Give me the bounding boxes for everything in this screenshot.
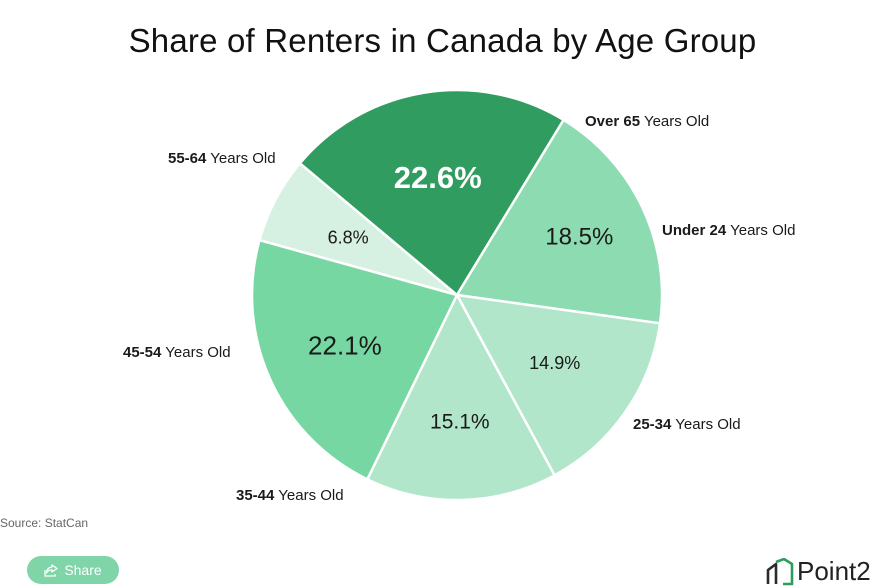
slice-value-label-25-34: 22.6% — [394, 160, 482, 195]
share-button-label: Share — [64, 562, 102, 578]
slice-category-label-35-44: 35-44 Years Old — [236, 487, 344, 504]
pie-slices — [250, 88, 664, 502]
pie-category-labels: Under 24 Years Old 25-34 Years Old 35-44 Y… — [123, 113, 795, 504]
brand-name: Point2 — [797, 556, 871, 586]
share-button[interactable]: Share — [27, 556, 119, 584]
chart-title: Share of Renters in Canada by Age Group — [128, 22, 757, 59]
pie-slice-35-44[interactable] — [455, 118, 664, 325]
house-logo-icon — [766, 557, 794, 585]
pie-slice-55-64[interactable] — [366, 293, 556, 502]
pie-value-labels: 6.8% 22.6% 18.5% 14.9% 15.1% 22.1% — [308, 160, 613, 433]
slice-category-label-over-65: Over 65 Years Old — [585, 113, 709, 130]
pie-slice-25-34[interactable] — [298, 88, 565, 297]
slice-value-label-over-65: 22.1% — [308, 331, 382, 361]
slice-value-label-55-64: 15.1% — [430, 411, 490, 434]
share-icon — [44, 563, 58, 577]
slice-value-label-35-44: 18.5% — [545, 224, 613, 251]
slice-value-label-45-54: 14.9% — [529, 353, 580, 373]
pie-slice-over-65[interactable] — [250, 238, 459, 481]
pie-slice-45-54[interactable] — [455, 293, 662, 477]
slice-value-label-under-24: 6.8% — [328, 228, 369, 248]
slice-category-label-25-34: 25-34 Years Old — [633, 416, 741, 433]
brand-logo[interactable]: Point2 — [765, 556, 871, 587]
source-note: Source: StatCan — [0, 516, 89, 530]
slice-category-label-55-64: 55-64 Years Old — [168, 150, 276, 167]
slice-category-label-45-54: 45-54 Years Old — [123, 344, 231, 361]
slice-category-label-under-24: Under 24 Years Old — [662, 222, 795, 239]
